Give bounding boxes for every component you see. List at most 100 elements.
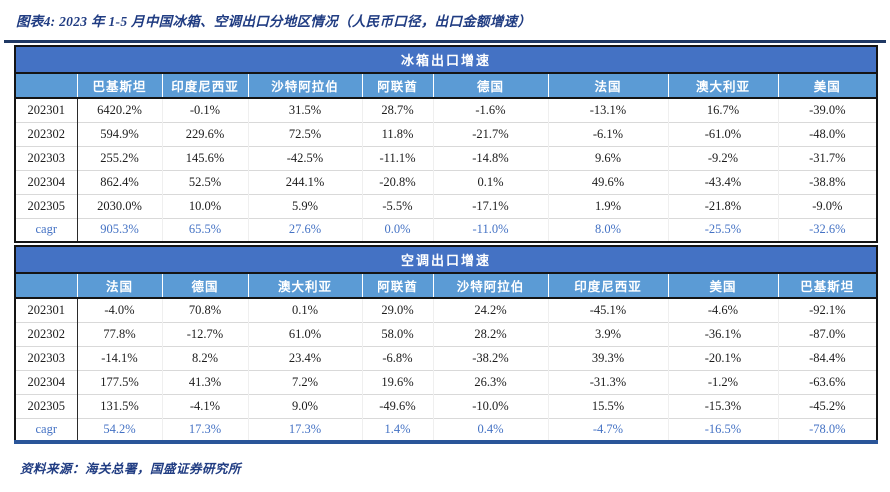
value-cell: 8.0% xyxy=(547,217,668,242)
value-cell: 7.2% xyxy=(247,369,362,394)
table-row: 202304 177.5% 41.3% 7.2% 19.6% 26.3% -31.3% -1.… xyxy=(15,369,878,394)
column-header: 法国 xyxy=(547,73,668,99)
value-cell: 177.5% xyxy=(76,369,162,394)
column-header: 美国 xyxy=(777,73,878,99)
value-cell: -43.4% xyxy=(667,169,778,194)
column-header: 印度尼西亚 xyxy=(547,273,668,299)
row-label: cagr xyxy=(15,417,78,442)
value-cell: 0.1% xyxy=(432,169,548,194)
row-label: 202305 xyxy=(15,193,78,218)
value-cell: 229.6% xyxy=(161,121,248,146)
table-row: 202305 131.5% -4.1% 9.0% -49.6% -10.0% 15.5% -1… xyxy=(15,393,878,418)
value-cell: 61.0% xyxy=(247,321,362,346)
column-header: 德国 xyxy=(432,73,548,99)
value-cell: -9.0% xyxy=(777,193,878,218)
value-cell: 3.9% xyxy=(547,321,668,346)
row-label: cagr xyxy=(15,217,78,242)
tables-container: 冰箱出口增速 巴基斯坦 印度尼西亚 沙特阿拉伯 阿联酋 德国 法国 澳大利亚 美国 20230… xyxy=(14,45,879,444)
value-cell: 28.7% xyxy=(361,98,433,122)
value-cell: 16.7% xyxy=(667,98,778,122)
value-cell: 594.9% xyxy=(76,121,162,146)
value-cell: 905.3% xyxy=(76,217,162,242)
value-cell: 54.2% xyxy=(76,417,162,442)
value-cell: -78.0% xyxy=(777,417,878,442)
value-cell: 2030.0% xyxy=(76,193,162,218)
value-cell: 15.5% xyxy=(547,393,668,418)
row-label: 202302 xyxy=(15,321,78,346)
value-cell: -1.2% xyxy=(667,369,778,394)
value-cell: -14.1% xyxy=(76,345,162,370)
value-cell: 28.2% xyxy=(432,321,548,346)
value-cell: 17.3% xyxy=(161,417,248,442)
ac-export-table: 空调出口增速 法国 德国 澳大利亚 阿联酋 沙特阿拉伯 印度尼西亚 美国 巴基斯坦 20230… xyxy=(14,245,879,444)
ac-column-header-row: 法国 德国 澳大利亚 阿联酋 沙特阿拉伯 印度尼西亚 美国 巴基斯坦 xyxy=(15,273,878,299)
value-cell: -0.1% xyxy=(161,98,248,122)
table-row: 202304 862.4% 52.5% 244.1% -20.8% 0.1% 49.6% -4… xyxy=(15,169,878,194)
value-cell: -13.1% xyxy=(547,98,668,122)
fridge-table-title-row: 冰箱出口增速 xyxy=(15,46,878,74)
value-cell: -5.5% xyxy=(361,193,433,218)
column-header: 沙特阿拉伯 xyxy=(432,273,548,299)
value-cell: -45.2% xyxy=(777,393,878,418)
value-cell: 77.8% xyxy=(76,321,162,346)
value-cell: 26.3% xyxy=(432,369,548,394)
value-cell: 1.9% xyxy=(547,193,668,218)
value-cell: -12.7% xyxy=(161,321,248,346)
value-cell: 41.3% xyxy=(161,369,248,394)
value-cell: 0.4% xyxy=(432,417,548,442)
table-row: 202302 77.8% -12.7% 61.0% 58.0% 28.2% 3.9% -36.… xyxy=(15,321,878,346)
row-label: 202301 xyxy=(15,98,78,122)
table-row: cagr 905.3% 65.5% 27.6% 0.0% -11.0% 8.0% -25.5%… xyxy=(15,217,878,242)
value-cell: -4.7% xyxy=(547,417,668,442)
value-cell: 10.0% xyxy=(161,193,248,218)
value-cell: 49.6% xyxy=(547,169,668,194)
column-header: 阿联酋 xyxy=(361,73,433,99)
value-cell: -16.5% xyxy=(667,417,778,442)
column-header: 沙特阿拉伯 xyxy=(247,73,362,99)
value-cell: 8.2% xyxy=(161,345,248,370)
table-row: 202305 2030.0% 10.0% 5.9% -5.5% -17.1% 1.9% -21… xyxy=(15,193,878,218)
value-cell: -14.8% xyxy=(432,145,548,170)
source-note: 资料来源：海关总署，国盛证券研究所 xyxy=(20,462,242,476)
table-row: 202303 -14.1% 8.2% 23.4% -6.8% -38.2% 39.3% -20… xyxy=(15,345,878,370)
value-cell: -9.2% xyxy=(667,145,778,170)
fridge-column-header-row: 巴基斯坦 印度尼西亚 沙特阿拉伯 阿联酋 德国 法国 澳大利亚 美国 xyxy=(15,73,878,99)
value-cell: -21.7% xyxy=(432,121,548,146)
value-cell: -15.3% xyxy=(667,393,778,418)
value-cell: 70.8% xyxy=(161,298,248,322)
value-cell: -25.5% xyxy=(667,217,778,242)
value-cell: -20.8% xyxy=(361,169,433,194)
table-row: cagr 54.2% 17.3% 17.3% 1.4% 0.4% -4.7% -16.5% -7… xyxy=(15,417,878,442)
value-cell: 0.0% xyxy=(361,217,433,242)
value-cell: 23.4% xyxy=(247,345,362,370)
value-cell: 39.3% xyxy=(547,345,668,370)
row-label: 202305 xyxy=(15,393,78,418)
figure-caption: 图表4: 2023 年 1-5 月中国冰箱、空调出口分地区情况（人民币口径，出口… xyxy=(16,14,532,29)
value-cell: 862.4% xyxy=(76,169,162,194)
fridge-export-table: 冰箱出口增速 巴基斯坦 印度尼西亚 沙特阿拉伯 阿联酋 德国 法国 澳大利亚 美国 20230… xyxy=(14,45,879,243)
value-cell: 131.5% xyxy=(76,393,162,418)
value-cell: 0.1% xyxy=(247,298,362,322)
value-cell: 31.5% xyxy=(247,98,362,122)
column-header: 澳大利亚 xyxy=(667,73,778,99)
value-cell: -20.1% xyxy=(667,345,778,370)
table-row: 202301 -4.0% 70.8% 0.1% 29.0% 24.2% -45.1% -4.6… xyxy=(15,298,878,322)
value-cell: 65.5% xyxy=(161,217,248,242)
value-cell: -17.1% xyxy=(432,193,548,218)
value-cell: 255.2% xyxy=(76,145,162,170)
table-row: 202302 594.9% 229.6% 72.5% 11.8% -21.7% -6.1% -… xyxy=(15,121,878,146)
column-header: 印度尼西亚 xyxy=(161,73,248,99)
value-cell: 244.1% xyxy=(247,169,362,194)
value-cell: -21.8% xyxy=(667,193,778,218)
row-label: 202302 xyxy=(15,121,78,146)
value-cell: 27.6% xyxy=(247,217,362,242)
value-cell: 9.0% xyxy=(247,393,362,418)
value-cell: -42.5% xyxy=(247,145,362,170)
value-cell: 6420.2% xyxy=(76,98,162,122)
top-divider-line xyxy=(4,40,886,43)
value-cell: -4.1% xyxy=(161,393,248,418)
table-row: 202303 255.2% 145.6% -42.5% -11.1% -14.8% 9.6%… xyxy=(15,145,878,170)
value-cell: -38.2% xyxy=(432,345,548,370)
value-cell: -38.8% xyxy=(777,169,878,194)
fridge-table-title: 冰箱出口增速 xyxy=(15,46,878,74)
